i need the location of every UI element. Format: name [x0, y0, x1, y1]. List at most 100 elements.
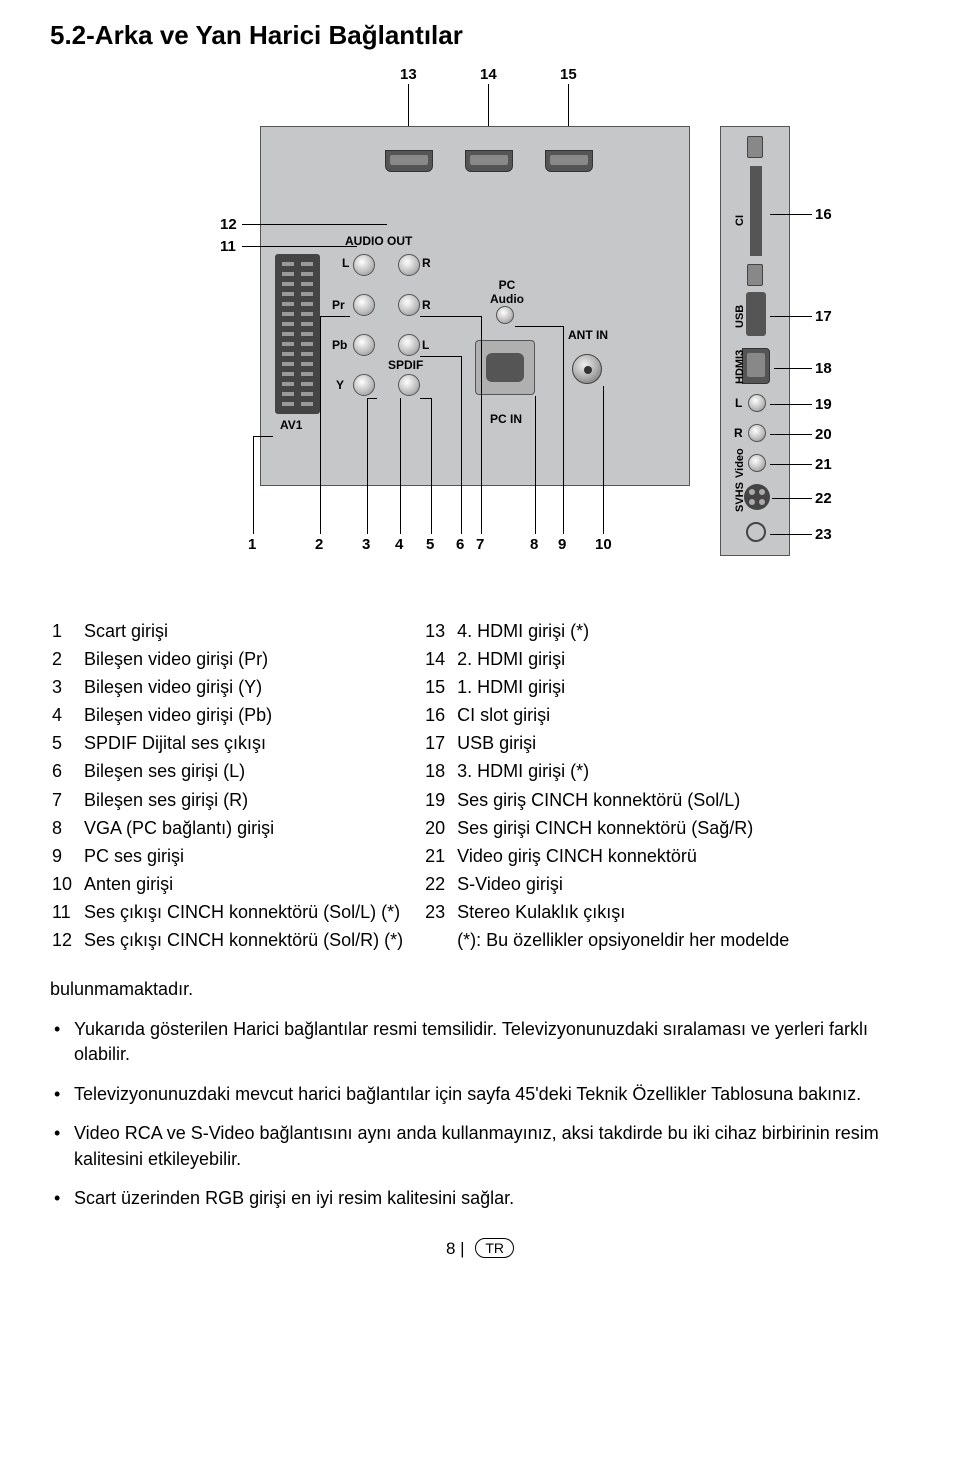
- callout-15: 15: [560, 66, 577, 83]
- item-number: 2: [52, 646, 82, 672]
- item-number: 20: [425, 815, 455, 841]
- hdmi2-icon: [465, 150, 513, 172]
- label-pr: Pr: [332, 298, 345, 312]
- callout-7: 7: [476, 536, 484, 553]
- notes-list: Yukarıda gösterilen Harici bağlantılar r…: [50, 1017, 910, 1212]
- label-R1: R: [422, 256, 431, 270]
- label-sl: L: [735, 396, 742, 410]
- list-item: 6Bileşen ses girişi (L): [52, 758, 403, 784]
- callout-6: 6: [456, 536, 464, 553]
- callout-19: 19: [815, 396, 832, 413]
- eject-icon: [747, 136, 763, 158]
- audio-r-jack-icon: [398, 254, 420, 276]
- callout-8: 8: [530, 536, 538, 553]
- item-number: 16: [425, 702, 455, 728]
- item-text: S-Video girişi: [457, 871, 789, 897]
- r-jack-icon: [398, 294, 420, 316]
- label-y: Y: [336, 378, 344, 392]
- item-number: 4: [52, 702, 82, 728]
- label-hdmi3: HDMI3: [734, 350, 746, 384]
- item-number: 1: [52, 618, 82, 644]
- callout-16: 16: [815, 206, 832, 223]
- item-number: 5: [52, 730, 82, 756]
- diagram-container: 13 14 15 HDMI4 HDMI2 HDMI1 12 11 AV1 AUD…: [50, 66, 910, 596]
- item-text: Anten girişi: [84, 871, 403, 897]
- item-number: 9: [52, 843, 82, 869]
- item-number: 18: [425, 758, 455, 784]
- audio-l-jack-icon: [353, 254, 375, 276]
- label-pb: Pb: [332, 338, 347, 352]
- item-number: 17: [425, 730, 455, 756]
- eject2-icon: [747, 264, 763, 286]
- callout-22: 22: [815, 490, 832, 507]
- item-text: 4. HDMI girişi (*): [457, 618, 789, 644]
- item-number: 15: [425, 674, 455, 700]
- callout-10: 10: [595, 536, 612, 553]
- side-l-jack-icon: [748, 394, 766, 412]
- feature-columns: 1Scart girişi2Bileşen video girişi (Pr)3…: [50, 616, 910, 955]
- headphone-icon: [746, 522, 766, 542]
- callout-2: 2: [315, 536, 323, 553]
- connector-diagram: 13 14 15 HDMI4 HDMI2 HDMI1 12 11 AV1 AUD…: [120, 66, 840, 596]
- label-R2: R: [422, 298, 431, 312]
- spdif-jack-icon: [398, 374, 420, 396]
- pb-jack-icon: [353, 334, 375, 356]
- callout-4: 4: [395, 536, 403, 553]
- label-sr: R: [734, 426, 743, 440]
- item-text: Stereo Kulaklık çıkışı: [457, 899, 789, 925]
- notes-lead: bulunmamaktadır.: [50, 977, 910, 1003]
- callout-18: 18: [815, 360, 832, 377]
- item-text: VGA (PC bağlantı) girişi: [84, 815, 403, 841]
- hdmi1-icon: [545, 150, 593, 172]
- list-item: 20Ses girişi CINCH konnektörü (Sağ/R): [425, 815, 789, 841]
- label-audio-out: AUDIO OUT: [345, 234, 412, 248]
- item-text: Bileşen video girişi (Pr): [84, 646, 403, 672]
- item-number: 23: [425, 899, 455, 925]
- item-text: Bileşen ses girişi (L): [84, 758, 403, 784]
- pc-audio-jack-icon: [496, 306, 514, 324]
- callout-20: 20: [815, 426, 832, 443]
- list-item: 12Ses çıkışı CINCH konnektörü (Sol/R) (*…: [52, 927, 403, 953]
- hdmi4-icon: [385, 150, 433, 172]
- item-number: 3: [52, 674, 82, 700]
- item-number: 8: [52, 815, 82, 841]
- callout-12: 12: [220, 216, 237, 233]
- item-text: Ses çıkışı CINCH konnektörü (Sol/R) (*): [84, 927, 403, 953]
- item-text: 3. HDMI girişi (*): [457, 758, 789, 784]
- list-item: 10Anten girişi: [52, 871, 403, 897]
- item-number: 21: [425, 843, 455, 869]
- list-item: 151. HDMI girişi: [425, 674, 789, 700]
- vga-icon: [475, 340, 535, 395]
- list-item: 134. HDMI girişi (*): [425, 618, 789, 644]
- item-text: Ses giriş CINCH konnektörü (Sol/L): [457, 787, 789, 813]
- list-item: (*): Bu özellikler opsiyoneldir her mode…: [425, 927, 789, 953]
- item-number: 12: [52, 927, 82, 953]
- l-jack-icon: [398, 334, 420, 356]
- item-number: 22: [425, 871, 455, 897]
- callout-17: 17: [815, 308, 832, 325]
- item-number: 19: [425, 787, 455, 813]
- page-footer: 8 | TR: [50, 1238, 910, 1259]
- item-text: Bileşen video girişi (Y): [84, 674, 403, 700]
- list-item: 183. HDMI girişi (*): [425, 758, 789, 784]
- callout-23: 23: [815, 526, 832, 543]
- notes-section: bulunmamaktadır. Yukarıda gösterilen Har…: [50, 977, 910, 1212]
- lang-badge: TR: [475, 1238, 514, 1258]
- hdmi3-icon: [742, 348, 770, 384]
- callout-5: 5: [426, 536, 434, 553]
- list-item: 1Scart girişi: [52, 618, 403, 644]
- callout-13: 13: [400, 66, 417, 83]
- label-pc-in: PC IN: [490, 412, 522, 426]
- antenna-icon: [572, 354, 602, 384]
- item-number: [425, 927, 455, 953]
- label-video: Video: [734, 448, 746, 478]
- item-text: Ses çıkışı CINCH konnektörü (Sol/L) (*): [84, 899, 403, 925]
- y-jack-icon: [353, 374, 375, 396]
- callout-9: 9: [558, 536, 566, 553]
- list-item: 3Bileşen video girişi (Y): [52, 674, 403, 700]
- item-text: (*): Bu özellikler opsiyoneldir her mode…: [457, 927, 789, 953]
- item-text: PC ses girişi: [84, 843, 403, 869]
- callout-1: 1: [248, 536, 256, 553]
- label-av1: AV1: [280, 418, 302, 432]
- list-item: 11Ses çıkışı CINCH konnektörü (Sol/L) (*…: [52, 899, 403, 925]
